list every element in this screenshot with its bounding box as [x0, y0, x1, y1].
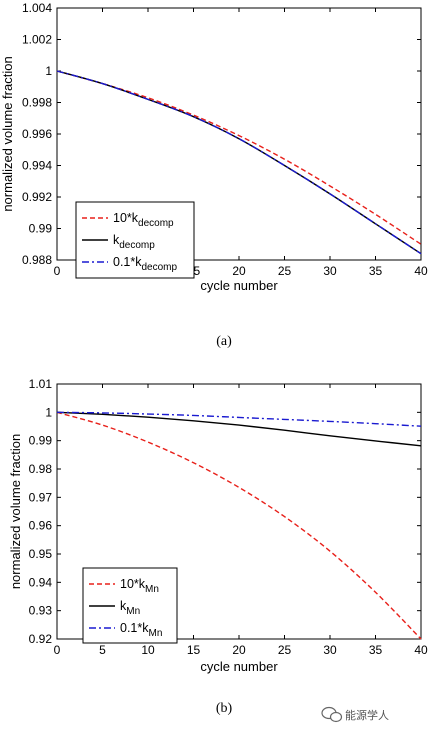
y-tick-label: 0.96	[29, 519, 53, 533]
y-tick-label: 1	[45, 405, 52, 419]
legend-label-main: 10*k	[113, 211, 139, 225]
legend-label-subscript: decomp	[142, 262, 178, 273]
legend-label-1: kdecomp	[113, 233, 155, 251]
panel-a: 05101520253035400.9880.990.9920.9940.996…	[0, 1, 428, 349]
y-tick-label: 1	[45, 64, 52, 78]
legend-label-subscript: Mn	[145, 584, 159, 595]
x-tick-label: 35	[369, 264, 383, 278]
y-tick-label: 0.992	[22, 190, 52, 204]
x-tick-label: 25	[278, 264, 292, 278]
x-tick-label: 40	[414, 643, 428, 657]
series-line-1	[56, 411, 422, 447]
legend-label-main: 10*k	[120, 577, 146, 591]
x-axis-label: cycle number	[200, 659, 278, 674]
x-tick-label: 20	[232, 643, 246, 657]
x-tick-label: 5	[99, 643, 106, 657]
x-tick-label: 0	[54, 643, 61, 657]
y-tick-label: 0.93	[29, 604, 53, 618]
y-tick-label: 0.99	[29, 222, 53, 236]
y-tick-label: 0.98	[29, 462, 53, 476]
series-line-2	[56, 70, 422, 255]
x-tick-label: 20	[232, 264, 246, 278]
y-axis-label: normalized volume fraction	[8, 434, 23, 589]
x-tick-label: 30	[323, 264, 337, 278]
x-tick-label: 10	[141, 643, 155, 657]
y-tick-label: 1.004	[22, 1, 52, 15]
x-tick-label: 15	[187, 643, 201, 657]
y-axis-label: normalized volume fraction	[0, 56, 15, 211]
x-tick-label: 40	[414, 264, 428, 278]
y-tick-label: 0.94	[29, 575, 53, 589]
y-tick-label: 0.99	[29, 434, 53, 448]
legend-label-0: 10*kdecomp	[113, 211, 174, 229]
legend-label-subscript: decomp	[119, 240, 155, 251]
legend-label-subscript: Mn	[149, 628, 163, 639]
legend-label-1: kMn	[120, 599, 140, 617]
watermark: 能源学人	[321, 706, 389, 723]
y-tick-label: 0.988	[22, 253, 52, 267]
y-tick-label: 0.994	[22, 159, 52, 173]
legend-label-main: 0.1*k	[120, 621, 149, 635]
watermark-text: 能源学人	[345, 708, 389, 722]
y-tick-label: 1.01	[29, 377, 53, 391]
legend-label-main: 0.1*k	[113, 255, 142, 269]
legend-label-subscript: Mn	[126, 606, 140, 617]
y-tick-label: 0.97	[29, 490, 53, 504]
plot-frame	[56, 383, 422, 640]
legend-label-2: 0.1*kdecomp	[113, 255, 178, 273]
series-line-2	[56, 411, 422, 427]
legend-label-2: 0.1*kMn	[120, 621, 162, 639]
y-tick-label: 0.996	[22, 127, 52, 141]
y-tick-label: 0.95	[29, 547, 53, 561]
x-tick-label: 35	[369, 643, 383, 657]
legend-label-subscript: decomp	[138, 218, 174, 229]
y-tick-label: 0.998	[22, 96, 52, 110]
y-tick-label: 1.002	[22, 33, 52, 47]
y-tick-label: 0.92	[29, 632, 53, 646]
panel-caption: (a)	[216, 334, 232, 349]
panel-b: 0 5 10 15 20 25 30 35 40 0.92 0.93 0.94 0.95 0.96 0.97…	[8, 377, 428, 716]
panel-caption: (b)	[216, 701, 233, 716]
x-tick-label: 0	[54, 264, 61, 278]
wechat-icon	[321, 706, 343, 723]
x-tick-label: 25	[278, 643, 292, 657]
series-line-0	[56, 70, 422, 245]
legend-label-main: k	[113, 233, 120, 247]
legend-label-main: k	[120, 599, 127, 613]
x-tick-label: 30	[323, 643, 337, 657]
x-axis-label: cycle number	[200, 278, 278, 293]
legend-label-0: 10*kMn	[120, 577, 159, 595]
